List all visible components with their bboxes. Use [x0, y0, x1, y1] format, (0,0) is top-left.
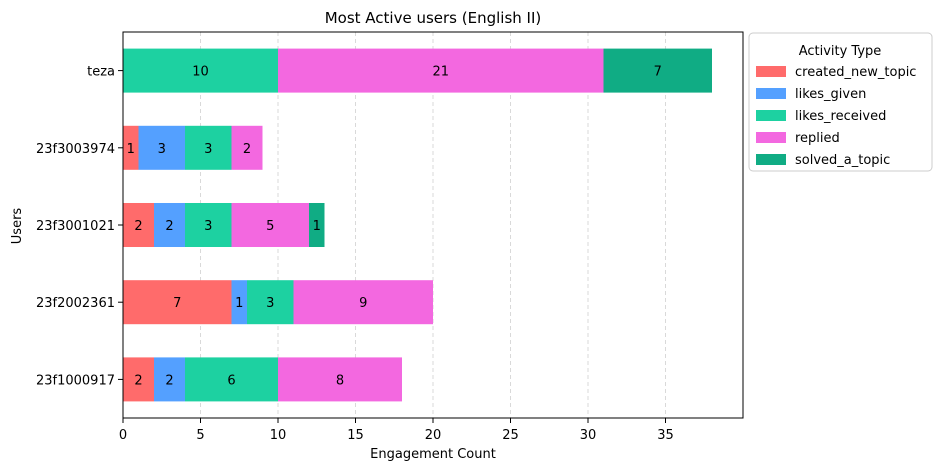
bar-likes_received-teza	[123, 48, 278, 93]
bar-label-solved_a_topic-23f3001021: 1	[313, 219, 321, 234]
bar-created_new_topic-23f3003974	[123, 125, 139, 170]
bar-likes_given-23f3001021	[154, 202, 185, 248]
bar-likes_received-23f3001021	[185, 202, 232, 248]
axes-layer: 0 5 10 15 20 25 30 3523f100091723f200236123f300…	[36, 31, 744, 443]
bar-label-created_new_topic-23f3003974: 1	[127, 142, 135, 157]
bar-replied-23f1000917	[278, 357, 402, 402]
bar-label-replied-23f3001021: 5	[266, 219, 274, 234]
bar-likes_received-23f2002361	[247, 280, 294, 325]
x-tick-label-6: 30	[580, 428, 597, 443]
y-tick-label-4: teza	[87, 65, 115, 80]
bar-replied-23f2002361	[293, 280, 433, 325]
bar-solved_a_topic-23f3001021	[309, 202, 325, 248]
bar-label-likes_given-23f3001021: 2	[165, 219, 173, 234]
y-axis-label: Users	[10, 208, 25, 245]
legend-swatch-replied	[756, 132, 786, 143]
bar-label-replied-teza: 21	[432, 65, 449, 80]
legend-label-likes_given: likes_given	[795, 87, 866, 102]
x-axis-label: Engagement Count	[370, 447, 496, 462]
y-tick-label-1: 23f2002361	[36, 296, 115, 311]
bar-label-likes_received-23f1000917: 6	[227, 373, 235, 388]
bar-label-solved_a_topic-teza: 7	[654, 65, 662, 80]
bar-likes_given-23f2002361	[231, 280, 247, 325]
legend-swatch-likes_received	[756, 110, 786, 121]
x-tick-label-5: 25	[502, 428, 519, 443]
bar-likes_given-23f1000917	[154, 357, 185, 402]
bar-label-likes_received-23f3001021: 3	[204, 219, 212, 234]
bar-label-created_new_topic-23f2002361: 7	[173, 296, 181, 311]
bar-label-created_new_topic-23f1000917: 2	[134, 373, 142, 388]
bar-replied-23f3001021	[231, 202, 309, 248]
x-tick-label-0: 0	[119, 428, 127, 443]
y-tick-label-3: 23f3003974	[36, 142, 115, 157]
bar-created_new_topic-23f1000917	[123, 357, 154, 402]
x-tick-label-7: 35	[657, 428, 674, 443]
legend-label-replied: replied	[795, 131, 840, 146]
bar-likes_given-23f3003974	[138, 125, 185, 170]
legend-frame	[748, 32, 933, 172]
y-tick-label-0: 23f1000917	[36, 373, 115, 388]
bar-label-replied-23f2002361: 9	[359, 296, 367, 311]
bar-created_new_topic-23f3001021	[123, 202, 154, 248]
legend-label-solved_a_topic: solved_a_topic	[795, 153, 890, 168]
bar-likes_received-23f1000917	[185, 357, 278, 402]
bar-label-created_new_topic-23f3001021: 2	[134, 219, 142, 234]
x-tick-label-1: 5	[196, 428, 204, 443]
bar-likes_received-23f3003974	[185, 125, 232, 170]
x-tick-label-2: 10	[270, 428, 287, 443]
bar-solved_a_topic-teza	[603, 48, 712, 93]
bar-label-likes_given-23f1000917: 2	[165, 373, 173, 388]
legend-label-created_new_topic: created_new_topic	[795, 65, 916, 80]
y-tick-label-2: 23f3001021	[36, 219, 115, 234]
bar-label-replied-23f1000917: 8	[336, 373, 344, 388]
bar-label-replied-23f3003974: 2	[243, 142, 251, 157]
bars-layer: 2 2 6 8 7 1 3 9 2 2 3 5 1 1 3 3 2 10 21 7	[123, 48, 712, 402]
bar-replied-teza	[278, 48, 604, 93]
bar-label-likes_received-23f2002361: 3	[266, 296, 274, 311]
x-tick-label-3: 15	[347, 428, 364, 443]
bar-label-likes_received-23f3003974: 3	[204, 142, 212, 157]
chart-title: Most Active users (English II)	[325, 9, 542, 27]
bar-label-likes_given-23f2002361: 1	[235, 296, 243, 311]
bar-replied-23f3003974	[231, 125, 263, 170]
x-tick-label-4: 20	[425, 428, 442, 443]
bar-label-likes_given-23f3003974: 3	[158, 142, 166, 157]
legend-title: Activity Type	[799, 44, 882, 59]
legend-swatch-solved_a_topic	[756, 154, 786, 165]
bar-label-likes_received-teza: 10	[192, 65, 209, 80]
legend: Activity Type created_new_topic likes_giv…	[748, 32, 933, 172]
bar-created_new_topic-23f2002361	[123, 280, 232, 325]
legend-swatch-created_new_topic	[756, 66, 786, 77]
legend-label-likes_received: likes_received	[795, 109, 886, 124]
legend-swatch-likes_given	[756, 88, 786, 99]
